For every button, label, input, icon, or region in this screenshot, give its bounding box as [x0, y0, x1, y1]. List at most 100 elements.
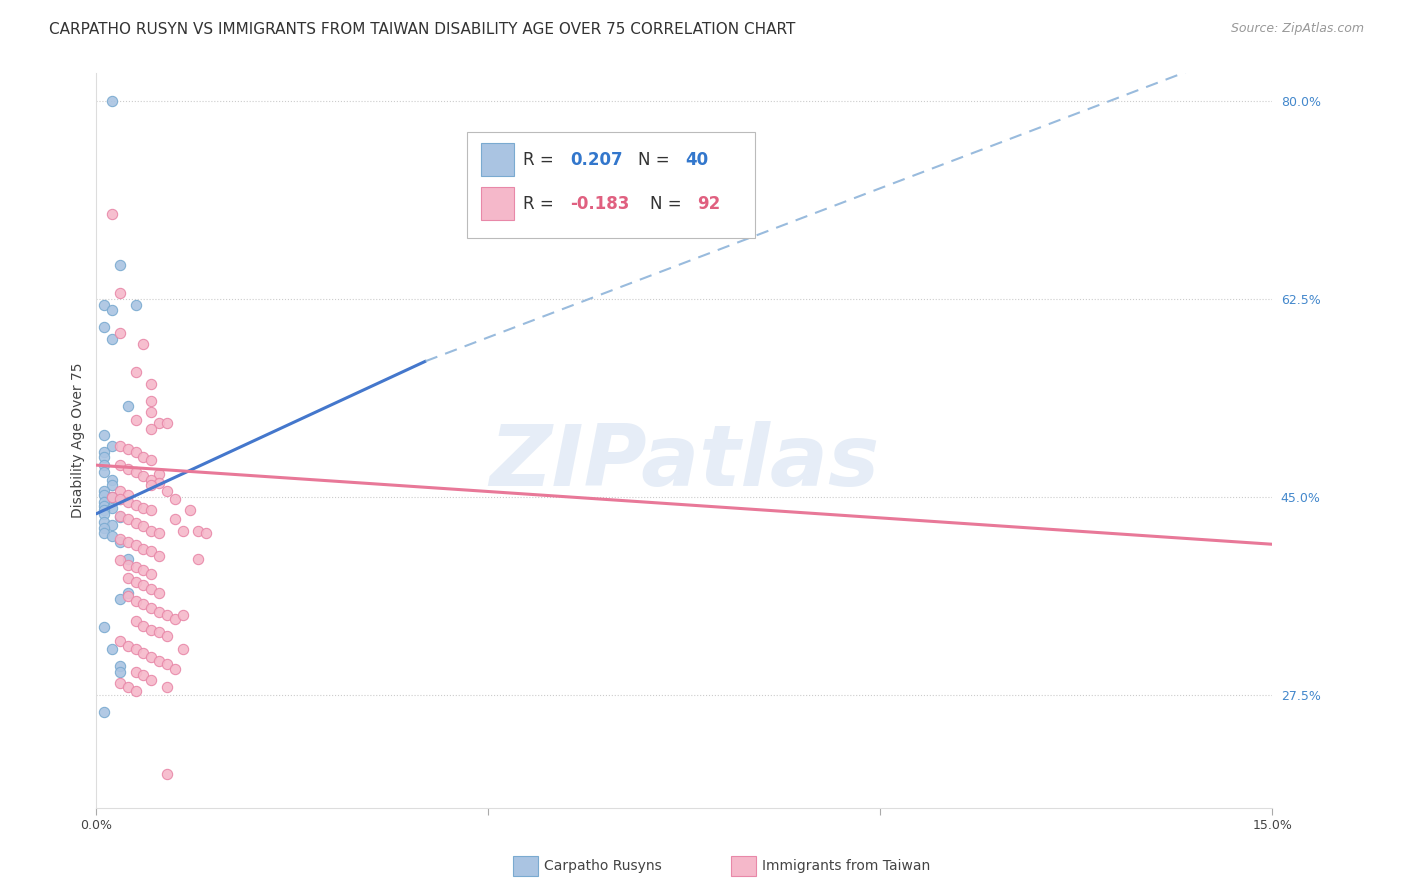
Point: [141, 422, 163, 436]
Point: [132, 578, 155, 592]
Point: [132, 646, 155, 660]
Y-axis label: Disability Age Over 75: Disability Age Over 75: [72, 362, 86, 518]
Point: [93, 458, 115, 472]
Point: [124, 594, 146, 608]
Point: [101, 490, 124, 504]
Point: [141, 600, 163, 615]
Point: [93, 620, 115, 634]
Point: [108, 553, 131, 567]
Point: [93, 320, 115, 334]
Point: [108, 286, 131, 301]
Point: [172, 642, 194, 657]
Point: [93, 495, 115, 509]
Point: [108, 458, 131, 472]
Point: [163, 491, 186, 506]
Point: [148, 549, 170, 563]
FancyBboxPatch shape: [467, 132, 755, 238]
Point: [148, 525, 170, 540]
Point: [172, 524, 194, 538]
Point: [93, 427, 115, 442]
Point: [141, 393, 163, 408]
Point: [108, 491, 131, 506]
Point: [132, 563, 155, 577]
Text: Source: ZipAtlas.com: Source: ZipAtlas.com: [1230, 22, 1364, 36]
Point: [148, 586, 170, 600]
Point: [117, 442, 139, 457]
Point: [148, 417, 170, 431]
Point: [108, 591, 131, 606]
Point: [141, 478, 163, 492]
Point: [141, 405, 163, 419]
Text: Carpatho Rusyns: Carpatho Rusyns: [544, 859, 662, 873]
Point: [148, 467, 170, 482]
Point: [141, 473, 163, 487]
Point: [156, 608, 179, 623]
Point: [108, 508, 131, 523]
Point: [132, 519, 155, 533]
Point: [93, 499, 115, 513]
Point: [163, 662, 186, 676]
Point: [124, 642, 146, 657]
Point: [108, 634, 131, 648]
Point: [187, 552, 209, 566]
Point: [101, 439, 124, 453]
Point: [117, 495, 139, 509]
Point: [124, 516, 146, 530]
Point: [132, 501, 155, 516]
Point: [101, 303, 124, 318]
Text: ZIPatlas: ZIPatlas: [489, 421, 880, 504]
Point: [108, 258, 131, 272]
Point: [117, 552, 139, 566]
Point: [124, 665, 146, 679]
Point: [141, 623, 163, 637]
Text: R =: R =: [523, 194, 560, 212]
Point: [108, 535, 131, 549]
Point: [108, 659, 131, 673]
Point: [108, 676, 131, 690]
Text: 92: 92: [697, 194, 720, 212]
Point: [101, 473, 124, 487]
Point: [117, 535, 139, 549]
Point: [93, 507, 115, 521]
Point: [148, 476, 170, 491]
FancyBboxPatch shape: [481, 143, 513, 177]
Point: [101, 478, 124, 492]
Point: [141, 582, 163, 597]
Point: [93, 487, 115, 501]
Point: [117, 586, 139, 600]
Point: [132, 597, 155, 611]
Point: [117, 512, 139, 526]
Point: [156, 657, 179, 671]
Point: [117, 461, 139, 475]
Point: [141, 650, 163, 665]
Text: CARPATHO RUSYN VS IMMIGRANTS FROM TAIWAN DISABILITY AGE OVER 75 CORRELATION CHAR: CARPATHO RUSYN VS IMMIGRANTS FROM TAIWAN…: [49, 22, 796, 37]
Point: [101, 332, 124, 346]
Point: [93, 705, 115, 719]
Point: [195, 525, 218, 540]
Point: [101, 490, 124, 504]
Point: [93, 465, 115, 479]
Point: [124, 538, 146, 552]
Point: [163, 512, 186, 526]
Point: [108, 326, 131, 340]
Point: [101, 529, 124, 543]
Point: [93, 521, 115, 535]
Point: [117, 589, 139, 603]
Point: [101, 207, 124, 221]
Point: [132, 541, 155, 556]
Text: 0.207: 0.207: [571, 151, 623, 169]
Point: [141, 524, 163, 538]
Point: [124, 298, 146, 312]
Point: [124, 684, 146, 698]
Point: [108, 439, 131, 453]
Point: [93, 484, 115, 499]
Text: 40: 40: [686, 151, 709, 169]
Point: [141, 566, 163, 581]
Point: [124, 574, 146, 589]
Point: [132, 450, 155, 465]
Point: [124, 560, 146, 574]
Point: [132, 618, 155, 632]
Point: [101, 642, 124, 657]
Point: [148, 625, 170, 640]
Point: [156, 680, 179, 694]
